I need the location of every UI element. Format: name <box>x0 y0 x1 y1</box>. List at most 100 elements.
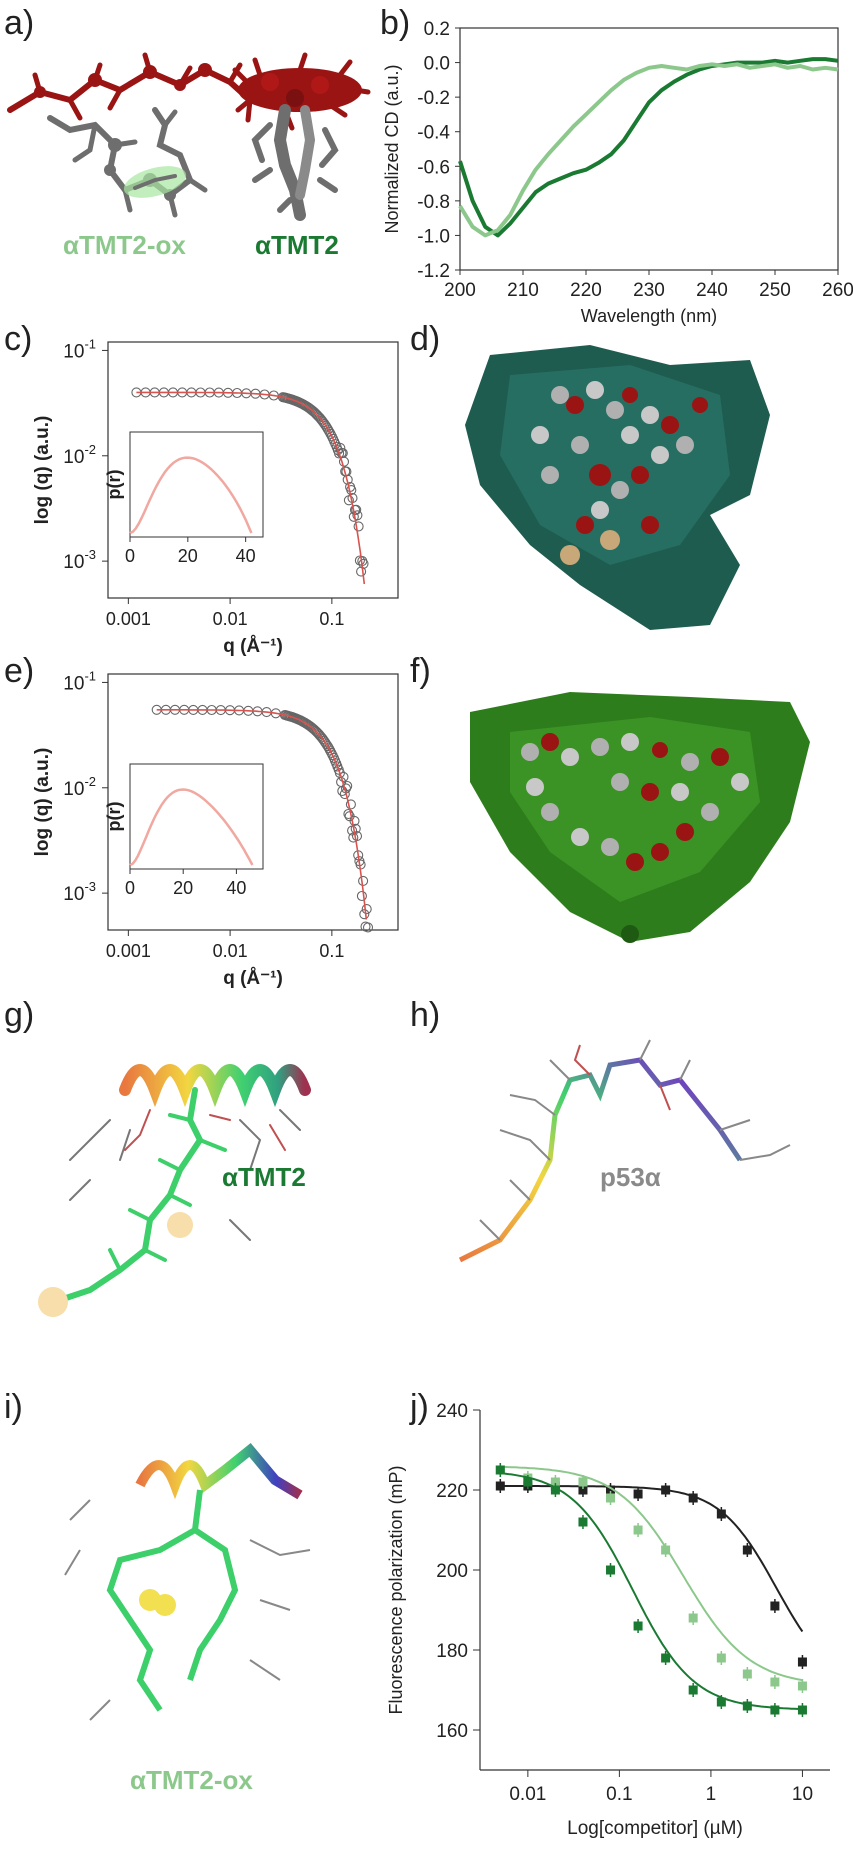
y-tick-label: 10-1 <box>63 668 96 694</box>
data-point <box>362 922 374 933</box>
panel-label-h: h) <box>410 996 441 1034</box>
panel-label-d: d) <box>410 320 441 358</box>
fit-curve-0 <box>500 1485 804 1633</box>
panel-label-i: i) <box>4 1388 23 1426</box>
fit-curve <box>136 391 366 585</box>
panel-f-envelope <box>470 692 810 943</box>
data-point <box>359 909 370 920</box>
inset-x-tick-label: 0 <box>125 546 135 566</box>
y-tick-label: -0.4 <box>417 123 450 144</box>
data-point <box>358 558 369 569</box>
y-tick-label: 10-2 <box>63 442 96 468</box>
y-tick-label: 10-3 <box>63 547 96 573</box>
label-alpha-tmt2-a: αTMT2 <box>255 230 339 260</box>
x-tick-label: 260 <box>822 280 853 301</box>
panel-label-f: f) <box>410 652 431 690</box>
y-tick-label: 220 <box>436 1481 468 1502</box>
data-point <box>797 1657 807 1667</box>
inset-frame <box>129 431 264 538</box>
data-point <box>606 1493 616 1503</box>
x-tick-label: 240 <box>696 280 728 301</box>
panel-label-b: b) <box>380 4 411 42</box>
inset-x-tick-label: 40 <box>226 878 246 898</box>
chart-j-fp: 0.01 0.1 1 10 160 180 200 220 240 Log[competitor]… <box>386 1401 830 1839</box>
data-point <box>338 771 349 782</box>
chart-e-saxs: 0.001 0.01 0.1 10-1 10-2 10-3 q (Å⁻¹) log (q) (… <box>32 668 399 989</box>
data-point <box>716 1653 726 1663</box>
y-tick-label: 180 <box>436 1641 468 1662</box>
data-point <box>342 780 353 792</box>
y-tick-label: 160 <box>436 1721 468 1742</box>
x-tick-label: 0.001 <box>106 941 151 961</box>
plot-frame <box>107 341 399 599</box>
data-point <box>356 566 367 577</box>
x-tick-label: 250 <box>759 280 791 301</box>
panel-label-j: j) <box>410 1388 429 1426</box>
panel-label-g: g) <box>4 996 35 1034</box>
alpha-tmt2-structure <box>232 52 371 221</box>
data-point <box>358 875 369 886</box>
data-point <box>770 1601 780 1611</box>
inset-x-tick-label: 20 <box>178 546 198 566</box>
data-point <box>523 1477 533 1487</box>
x-tick-label: 0.01 <box>213 941 248 961</box>
label-alpha-tmt2-ox-i: αTMT2-ox <box>130 1765 253 1795</box>
x-tick-label: 230 <box>633 280 665 301</box>
y-tick-label: 240 <box>436 1401 468 1422</box>
data-point <box>633 1489 643 1499</box>
y-tick-label: -0.2 <box>417 88 450 109</box>
y-tick-label: 10-1 <box>63 336 96 362</box>
x-axis-label: Log[competitor] (µM) <box>567 1818 743 1839</box>
x-tick-label: 10 <box>792 1784 813 1805</box>
data-point <box>361 904 372 915</box>
data-point <box>688 1613 698 1623</box>
data-point <box>716 1509 726 1519</box>
y-tick-label: 10-3 <box>63 879 96 905</box>
chart-b-cd: 200 210 220 230 240 250 260 0.2 0.0 -0.2 -0.4 -0.6 -… <box>382 19 853 326</box>
panel-g-peptide <box>38 1064 311 1317</box>
y-tick-label: -1.2 <box>417 261 450 282</box>
fit-curve-1 <box>500 1465 803 1682</box>
data-point <box>351 831 363 842</box>
atoms-d <box>531 381 708 565</box>
data-point <box>742 1545 752 1555</box>
data-point <box>770 1705 780 1715</box>
label-p53-h: p53α <box>600 1162 661 1192</box>
panel-label-a: a) <box>4 4 35 42</box>
x-tick-label: 0.01 <box>213 609 248 629</box>
inset-x-tick-label: 20 <box>173 878 193 898</box>
y-axis-label: Fluorescence polarization (mP) <box>386 1465 406 1714</box>
y-tick-label: 10-2 <box>63 774 96 800</box>
y-tick-label: 0.0 <box>424 54 450 75</box>
x-axis-label: q (Å⁻¹) <box>223 968 283 989</box>
y-axis-label: Normalized CD (a.u.) <box>382 64 402 233</box>
label-alpha-tmt2-ox-a: αTMT2-ox <box>63 230 186 260</box>
data-point <box>661 1545 671 1555</box>
data-point <box>345 799 356 810</box>
data-point <box>770 1677 780 1687</box>
x-tick-label: 0.01 <box>509 1784 546 1805</box>
x-tick-label: 200 <box>444 280 476 301</box>
data-point <box>351 504 362 515</box>
data-point <box>495 1465 505 1475</box>
data-point <box>688 1493 698 1503</box>
cd-series-line-0 <box>458 57 839 238</box>
data-point <box>742 1669 752 1679</box>
panel-h-peptide <box>458 1039 791 1263</box>
data-point <box>661 1485 671 1495</box>
data-point <box>346 485 357 496</box>
fit-curve <box>156 709 368 920</box>
inset-pr-curve <box>129 456 253 535</box>
data-point <box>317 733 328 745</box>
y-tick-label: -0.6 <box>417 157 450 178</box>
data-point <box>606 1485 616 1495</box>
inset-pr-curve <box>129 788 254 867</box>
data-point <box>356 890 367 902</box>
data-point <box>335 442 346 453</box>
inset-y-label: p(r) <box>104 802 124 832</box>
data-point <box>343 808 354 820</box>
panel-d-envelope <box>465 345 770 630</box>
label-alpha-tmt2-g: αTMT2 <box>222 1162 306 1192</box>
x-tick-label: 0.1 <box>319 941 344 961</box>
x-tick-label: 0.1 <box>319 609 344 629</box>
